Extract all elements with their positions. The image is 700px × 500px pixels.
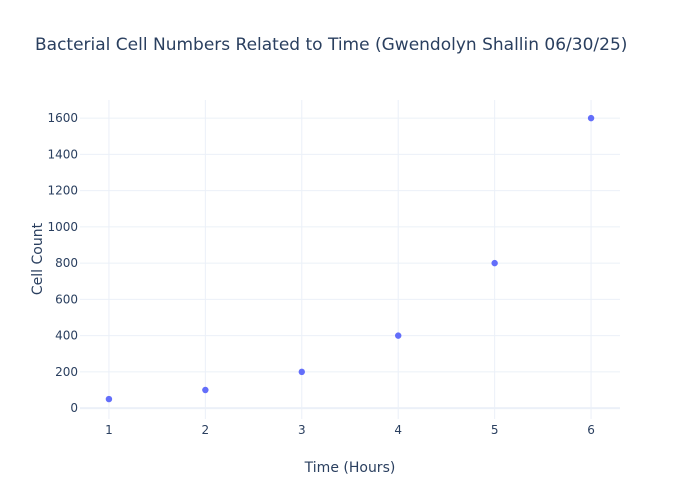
point-layer xyxy=(105,114,595,403)
data-point-2[interactable] xyxy=(202,386,209,394)
x-tick-label-5: 5 xyxy=(491,423,499,437)
y-tick-label-800: 800 xyxy=(55,256,78,270)
y-tick-label-1600: 1600 xyxy=(47,111,78,125)
data-point-3[interactable] xyxy=(298,368,305,376)
chart-title: Bacterial Cell Numbers Related to Time (… xyxy=(35,35,627,55)
y-tick-label-200: 200 xyxy=(55,365,78,379)
y-tick-label-0: 0 xyxy=(70,401,78,415)
y-tick-label-1200: 1200 xyxy=(47,184,78,198)
x-tick-label-4: 4 xyxy=(394,423,402,437)
x-tick-label-6: 6 xyxy=(587,423,595,437)
y-tick-label-600: 600 xyxy=(55,292,78,306)
x-axis-label: Time (Hours) xyxy=(304,460,396,476)
x-tick-label-1: 1 xyxy=(105,423,113,437)
data-point-6[interactable] xyxy=(587,114,595,122)
x-tick-label-3: 3 xyxy=(298,423,306,437)
data-point-1[interactable] xyxy=(105,395,113,403)
data-point-4[interactable] xyxy=(395,332,402,339)
y-tick-label-1400: 1400 xyxy=(47,147,78,161)
x-tick-label-2: 2 xyxy=(202,423,210,437)
data-point-5[interactable] xyxy=(491,259,498,267)
y-axis-label: Cell Count xyxy=(30,222,46,295)
grid-layer xyxy=(80,100,620,419)
y-tick-label-1000: 1000 xyxy=(47,220,78,234)
tick-layer: 1 2 3 4 5 6 0 200 400 600 800 1000 1200 1400 1600 xyxy=(47,111,594,437)
y-tick-label-400: 400 xyxy=(55,329,78,343)
